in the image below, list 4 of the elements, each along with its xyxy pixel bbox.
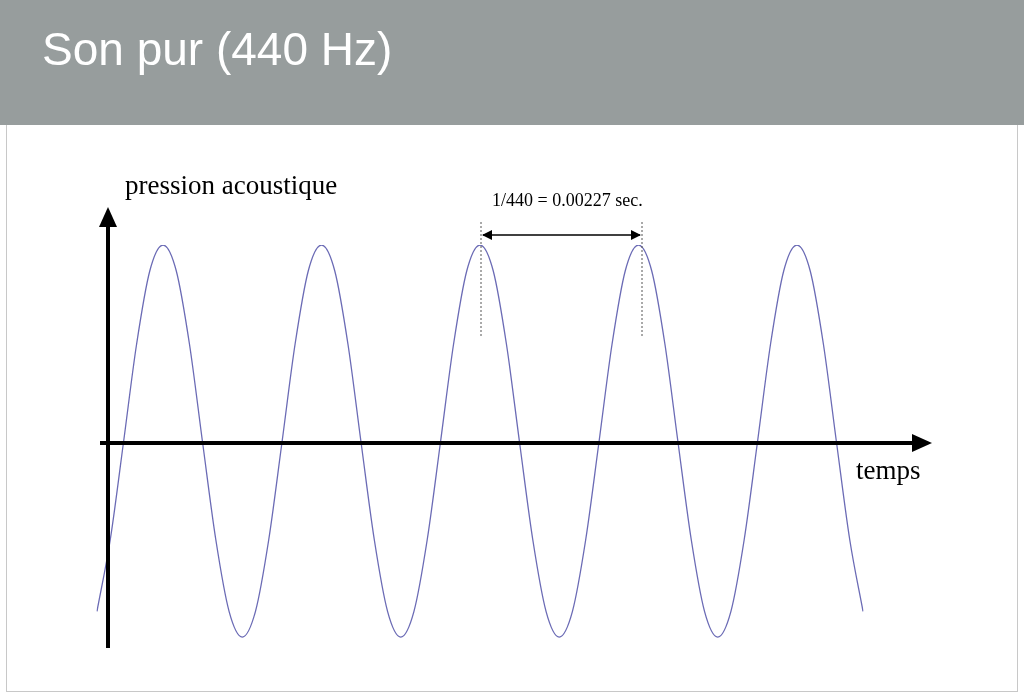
x-axis-title: temps [856,455,921,486]
y-axis-title: pression acoustique [125,170,338,201]
chart-title: Son pur (440 Hz) [0,0,1024,125]
text: 1/440 = 0.00227 sec. [492,190,643,211]
